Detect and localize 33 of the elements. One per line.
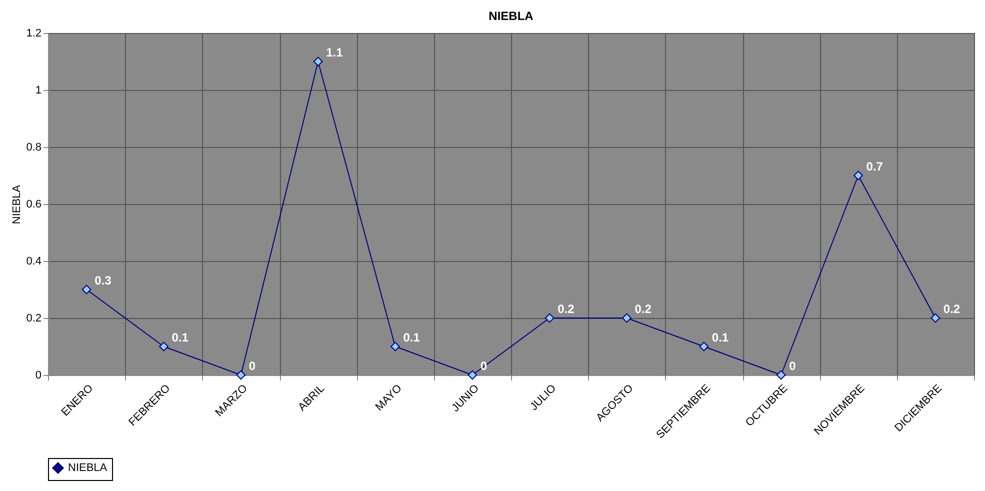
legend-label: NIEBLA [68,462,108,474]
data-label: 0.1 [403,330,420,344]
data-label: 0.2 [634,302,652,316]
y-tick-label: 1 [35,84,42,96]
point [159,342,168,352]
data-label: 0.1 [172,330,189,344]
data-label: 0.2 [943,302,960,316]
point [390,342,400,352]
data-label: 0.1 [712,330,729,344]
data-label: 0.3 [94,274,112,288]
point [468,370,478,380]
y-tick-label: 1.2 [26,28,42,40]
y-tick-label: 0.4 [26,256,42,268]
data-label: 0.7 [866,160,884,174]
point [776,370,786,380]
chart-title: NIEBLA [488,9,534,23]
y-tick-label: 0 [35,370,42,382]
y-axis-title: NIEBLA [11,184,24,224]
point [313,56,323,66]
data-label: 1.1 [326,46,344,60]
point [236,370,246,380]
data-label: 0 [248,359,256,373]
data-label: 0 [789,359,796,373]
point [930,313,940,323]
point [82,284,92,294]
data-label: 0.2 [558,302,575,316]
y-tick-label: 0.2 [26,312,42,324]
point [699,342,709,352]
y-tick-label: 0.8 [26,142,42,154]
point [622,313,632,323]
point [854,170,863,180]
point [544,313,554,323]
y-tick-label: 0.6 [26,198,42,210]
